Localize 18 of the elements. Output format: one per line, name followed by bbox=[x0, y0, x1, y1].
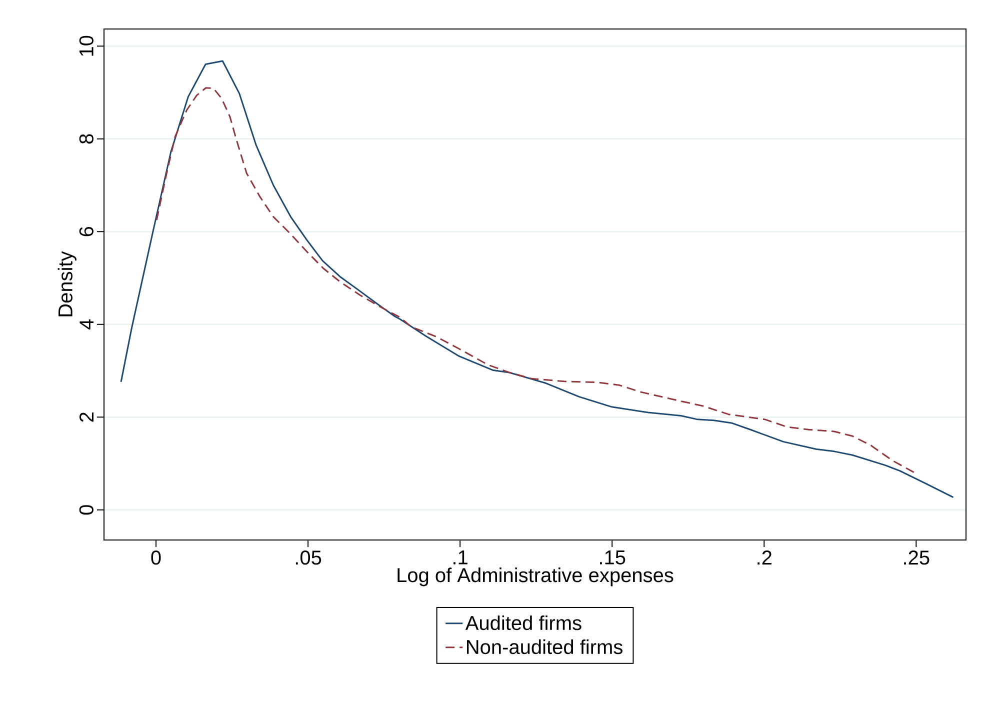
x-tick-label: .1 bbox=[454, 550, 468, 564]
x-tick-label: .15 bbox=[600, 550, 626, 564]
y-tick-label: 4 bbox=[80, 319, 94, 330]
legend-label: Audited firms bbox=[465, 615, 582, 630]
x-tick-label: .2 bbox=[758, 550, 772, 564]
y-tick-label: 6 bbox=[79, 226, 94, 236]
y-tick-label: 2 bbox=[80, 412, 94, 422]
x-tick-label: .05 bbox=[296, 550, 322, 565]
y-axis-title: Density bbox=[58, 251, 76, 316]
y-tick-label: 0 bbox=[79, 505, 94, 515]
y-tick-label: 10 bbox=[79, 36, 94, 56]
line-series bbox=[120, 60, 954, 498]
legend-label: Non-audited firms bbox=[467, 639, 622, 654]
x-axis-title: Log of Administrative expenses bbox=[398, 568, 674, 586]
x-tick-label: .25 bbox=[904, 550, 930, 565]
y-tick-label: 8 bbox=[79, 134, 94, 144]
x-tick-label: 0 bbox=[151, 550, 161, 565]
line-series bbox=[156, 87, 916, 474]
